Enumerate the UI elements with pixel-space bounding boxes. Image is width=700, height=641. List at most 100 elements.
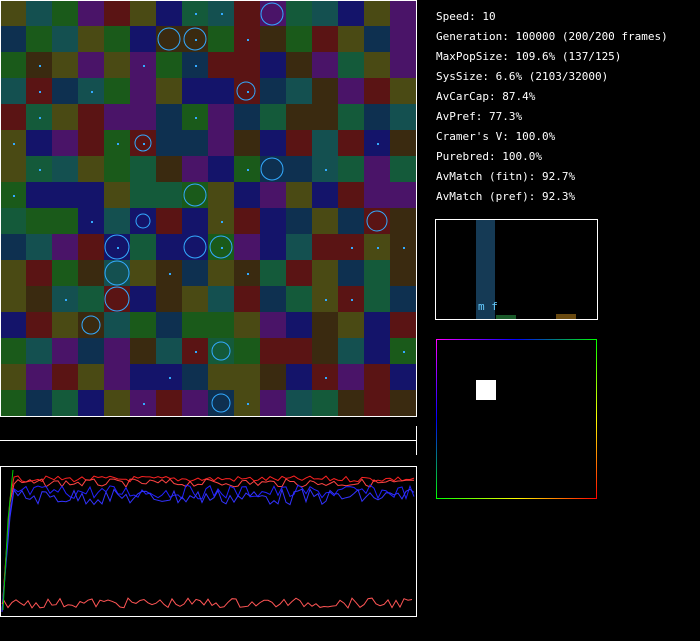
grid-cell xyxy=(338,260,364,286)
grid-cell xyxy=(104,0,130,26)
dot xyxy=(195,65,197,67)
grid-cell xyxy=(78,260,104,286)
stat-line: Generation: 100000 (200/200 frames) xyxy=(436,30,668,43)
grid-cell xyxy=(260,234,286,260)
grid-cell xyxy=(104,26,130,52)
grid-cell xyxy=(26,260,52,286)
grid-cell xyxy=(182,78,208,104)
grid-cell xyxy=(260,364,286,390)
grid-cell xyxy=(156,104,182,130)
grid-cell xyxy=(364,286,390,312)
grid-cell xyxy=(182,260,208,286)
grid-cell xyxy=(390,182,416,208)
grid-cell xyxy=(52,182,78,208)
grid-cell xyxy=(208,286,234,312)
grid-cell xyxy=(390,364,416,390)
grid-cell xyxy=(104,208,130,234)
grid-cell xyxy=(26,182,52,208)
grid-cell xyxy=(312,312,338,338)
grid-cell xyxy=(104,156,130,182)
grid-cell xyxy=(156,390,182,416)
organism xyxy=(183,183,207,207)
histogram-bar xyxy=(556,314,576,319)
dot xyxy=(403,351,405,353)
grid-cell xyxy=(338,338,364,364)
history-line xyxy=(1,487,415,613)
grid-cell xyxy=(234,130,260,156)
dot xyxy=(221,221,223,223)
dot xyxy=(169,273,171,275)
grid-cell xyxy=(338,104,364,130)
grid-cell xyxy=(156,130,182,156)
grid-cell xyxy=(26,286,52,312)
grid-cell xyxy=(26,312,52,338)
grid-cell xyxy=(0,260,26,286)
grid-cell xyxy=(104,104,130,130)
grid-cell xyxy=(182,286,208,312)
dot xyxy=(195,117,197,119)
grid-cell xyxy=(208,52,234,78)
grid-cell xyxy=(104,390,130,416)
grid-cell xyxy=(156,338,182,364)
grid-cell xyxy=(312,208,338,234)
dot xyxy=(351,299,353,301)
grid-cell xyxy=(312,130,338,156)
grid-cell xyxy=(338,390,364,416)
grid-cell xyxy=(234,312,260,338)
grid-cell xyxy=(52,234,78,260)
grid-cell xyxy=(130,234,156,260)
grid-cell xyxy=(312,390,338,416)
grid-cell xyxy=(234,104,260,130)
grid-cell xyxy=(182,156,208,182)
grid-cell xyxy=(286,260,312,286)
grid-cell xyxy=(338,364,364,390)
grid-cell xyxy=(182,130,208,156)
organism xyxy=(211,393,231,413)
dot xyxy=(221,247,223,249)
grid-cell xyxy=(390,286,416,312)
grid-cell xyxy=(0,156,26,182)
grid-cell xyxy=(260,260,286,286)
dot xyxy=(351,247,353,249)
grid-cell xyxy=(156,0,182,26)
stat-line: AvMatch (pref): 92.3% xyxy=(436,190,575,203)
grid-cell xyxy=(364,104,390,130)
grid-cell xyxy=(130,312,156,338)
grid-cell xyxy=(364,182,390,208)
grid-cell xyxy=(390,104,416,130)
organism xyxy=(157,27,181,51)
dot xyxy=(39,65,41,67)
dot xyxy=(403,247,405,249)
stat-line: Purebred: 100.0% xyxy=(436,150,542,163)
grid-cell xyxy=(78,364,104,390)
dot xyxy=(39,117,41,119)
grid-cell xyxy=(156,52,182,78)
grid-cell xyxy=(156,286,182,312)
grid-cell xyxy=(78,338,104,364)
organism xyxy=(183,235,207,259)
grid-cell xyxy=(130,260,156,286)
stat-line: AvPref: 77.3% xyxy=(436,110,522,123)
histogram-label: m f xyxy=(478,300,498,313)
grid-cell xyxy=(390,156,416,182)
grid-cell xyxy=(52,338,78,364)
grid-cell xyxy=(130,26,156,52)
grid-cell xyxy=(338,312,364,338)
color-marker xyxy=(476,380,496,400)
grid-cell xyxy=(78,0,104,26)
grid-cell xyxy=(78,130,104,156)
grid-cell xyxy=(26,0,52,26)
grid-cell xyxy=(52,260,78,286)
dot xyxy=(117,247,119,249)
grid-cell xyxy=(26,234,52,260)
grid-cell xyxy=(286,234,312,260)
grid-cell xyxy=(130,338,156,364)
histogram-bar xyxy=(496,315,516,319)
grid-cell xyxy=(52,364,78,390)
grid-cell xyxy=(156,208,182,234)
grid-cell xyxy=(286,312,312,338)
organism xyxy=(104,234,130,260)
dot xyxy=(39,91,41,93)
grid-cell xyxy=(312,182,338,208)
grid-cell xyxy=(52,208,78,234)
